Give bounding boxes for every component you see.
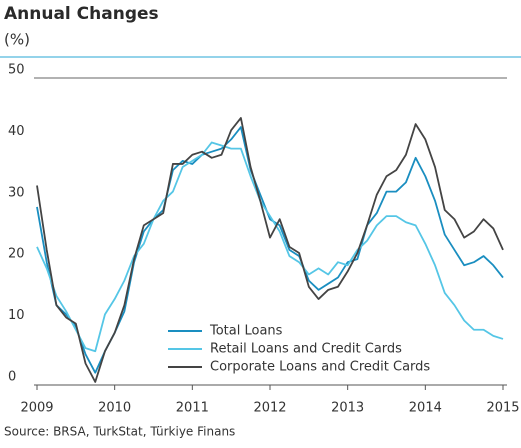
chart-subtitle: (%) <box>4 31 30 49</box>
x-tick-label: 2011 <box>176 401 209 416</box>
x-tick-label: 2013 <box>331 401 364 416</box>
legend-label: Total Loans <box>209 324 283 339</box>
x-tick-label: 2015 <box>486 401 519 416</box>
y-tick-label: 20 <box>8 247 25 262</box>
legend-label: Retail Loans and Credit Cards <box>210 342 402 357</box>
y-tick-label: 40 <box>8 124 25 139</box>
y-tick-label: 50 <box>8 63 25 78</box>
chart-title: Annual Changes <box>4 4 159 24</box>
series-line <box>36 141 504 353</box>
y-tick-label: 30 <box>8 185 25 200</box>
legend-label: Corporate Loans and Credit Cards <box>210 360 430 375</box>
y-tick-label: 0 <box>8 370 16 385</box>
series-line <box>36 117 504 383</box>
y-tick-label: 10 <box>8 308 25 323</box>
x-tick-label: 2014 <box>409 401 442 416</box>
x-tick-label: 2009 <box>20 401 53 416</box>
x-tick-label: 2010 <box>98 401 131 416</box>
x-tick-label: 2012 <box>253 401 286 416</box>
source-note: Source: BRSA, TurkStat, Türkiye Finans <box>4 425 235 439</box>
